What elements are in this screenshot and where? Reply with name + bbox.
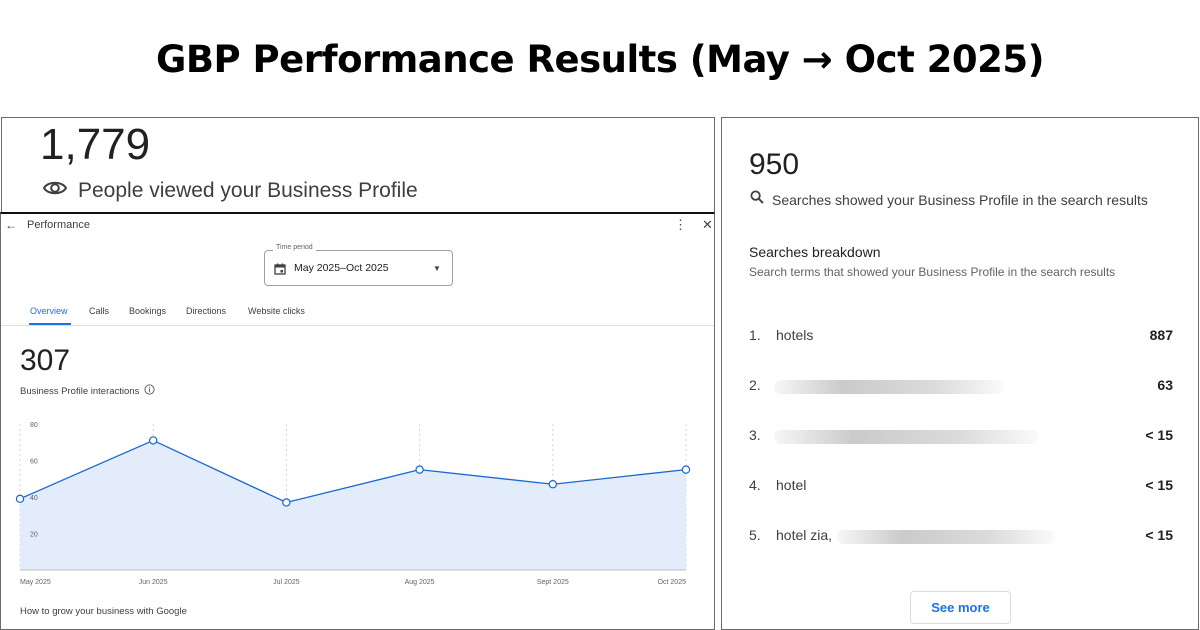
tab-overview[interactable]: Overview xyxy=(30,306,68,316)
term-count: < 15 xyxy=(1145,477,1173,493)
calendar-icon xyxy=(274,262,286,280)
profile-views-label: People viewed your Business Profile xyxy=(78,178,418,202)
search-term-row: 2. 63 xyxy=(749,377,1173,397)
profile-views-card: 1,779 People viewed your Business Profil… xyxy=(1,117,715,214)
data-point xyxy=(681,465,691,474)
series-line xyxy=(19,439,687,504)
term-count: < 15 xyxy=(1145,527,1173,543)
x-tick-label: Aug 2025 xyxy=(405,579,435,586)
back-arrow-icon[interactable]: ← xyxy=(5,218,17,232)
y-tick-label: 20 xyxy=(30,532,38,539)
data-point xyxy=(548,480,558,489)
area-fill xyxy=(20,440,686,570)
term-index: 2. xyxy=(749,377,761,393)
info-icon[interactable] xyxy=(144,384,155,398)
performance-panel: ← Performance ⋮ ✕ Time period May 2025–O… xyxy=(0,212,715,630)
redacted-term xyxy=(837,530,1055,544)
data-point xyxy=(282,498,291,507)
interactions-value: 307 xyxy=(20,344,71,377)
searches-value: 950 xyxy=(749,148,800,181)
x-tick-label: Oct 2025 xyxy=(658,579,687,586)
tab-directions[interactable]: Directions xyxy=(186,306,227,316)
term-count: 887 xyxy=(1149,327,1173,343)
close-icon[interactable]: ✕ xyxy=(702,217,713,232)
search-term-row: 4. hotel < 15 xyxy=(749,477,1173,497)
term-index: 5. xyxy=(749,527,761,543)
data-point xyxy=(148,436,158,445)
profile-views-value: 1,779 xyxy=(40,120,151,169)
interactions-label: Business Profile interactions xyxy=(20,385,140,397)
term-text: hotel xyxy=(776,477,807,493)
term-index: 4. xyxy=(749,477,761,493)
interactions-row: Business Profile interactions xyxy=(20,384,155,398)
time-period-select[interactable]: Time period May 2025–Oct 2025 ▼ xyxy=(264,244,453,286)
x-tick-label: Sept 2025 xyxy=(537,579,569,586)
searches-row: Searches showed your Business Profile in… xyxy=(750,190,1148,209)
active-tab-indicator xyxy=(29,323,71,325)
profile-views-row: People viewed your Business Profile xyxy=(42,178,418,203)
search-term-row: 3. < 15 xyxy=(749,427,1173,447)
redacted-term xyxy=(774,380,1004,394)
x-tick-label: Jun 2025 xyxy=(139,579,168,586)
search-term-row: 1. hotels 887 xyxy=(749,327,1173,347)
performance-header: ← Performance ⋮ ✕ xyxy=(1,217,714,236)
searches-breakdown-subtitle: Search terms that showed your Business P… xyxy=(749,265,1116,279)
term-index: 3. xyxy=(749,427,761,443)
interactions-chart: 20 40 60 80 May 2025 Jun 2025 Jul 2025 Aug 2025… xyxy=(15,422,691,586)
term-index: 1. xyxy=(749,327,761,343)
time-period-value: May 2025–Oct 2025 xyxy=(294,262,389,274)
y-tick-label: 40 xyxy=(30,495,38,502)
y-tick-label: 60 xyxy=(30,459,38,466)
dropdown-caret-icon: ▼ xyxy=(433,264,441,273)
headline: GBP Performance Results (May → Oct 2025) xyxy=(155,38,1045,81)
grow-business-link[interactable]: How to grow your business with Google xyxy=(20,606,187,617)
term-count: 63 xyxy=(1157,377,1173,393)
search-term-row: 5. hotel zia, < 15 xyxy=(749,527,1173,547)
time-period-legend: Time period xyxy=(273,244,316,251)
redacted-term xyxy=(774,430,1039,444)
eye-icon xyxy=(42,178,68,203)
x-tick-label: Jul 2025 xyxy=(273,579,300,586)
y-tick-label: 80 xyxy=(30,422,38,429)
performance-title: Performance xyxy=(27,219,90,231)
tab-calls[interactable]: Calls xyxy=(89,306,110,316)
tab-website-clicks[interactable]: Website clicks xyxy=(248,306,305,316)
more-options-icon[interactable]: ⋮ xyxy=(674,217,687,232)
term-text: hotel zia, xyxy=(776,527,833,543)
data-point xyxy=(415,465,424,474)
searches-label: Searches showed your Business Profile in… xyxy=(772,191,1148,208)
search-icon xyxy=(750,190,764,209)
see-more-button[interactable]: See more xyxy=(910,591,1011,624)
tab-bookings[interactable]: Bookings xyxy=(129,306,167,316)
x-tick-label: May 2025 xyxy=(20,579,51,586)
data-point xyxy=(15,494,25,504)
searches-breakdown-title: Searches breakdown xyxy=(749,244,881,260)
searches-panel: 950 Searches showed your Business Profil… xyxy=(721,117,1199,630)
term-text: hotels xyxy=(776,327,814,343)
performance-tabs: Overview Calls Bookings Directions Websi… xyxy=(1,304,714,326)
term-count: < 15 xyxy=(1145,427,1173,443)
